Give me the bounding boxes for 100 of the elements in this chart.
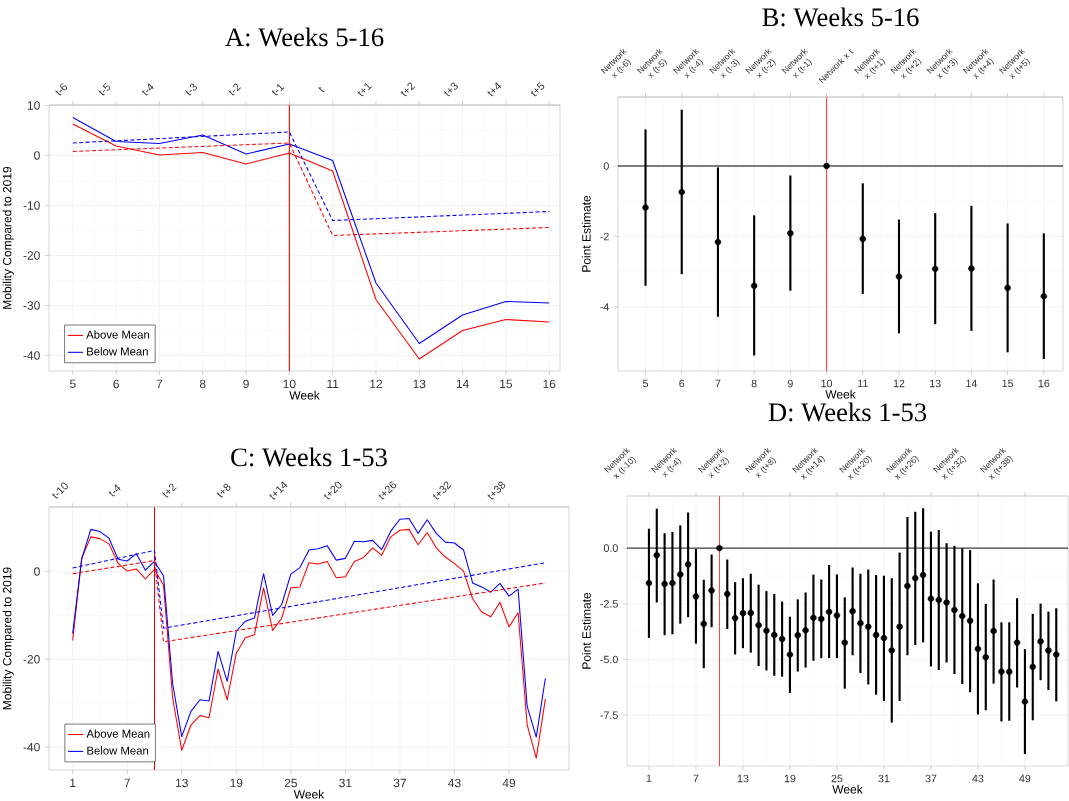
point xyxy=(951,606,958,614)
text: t+1 xyxy=(357,83,372,97)
y-tick-label: -20 xyxy=(23,655,40,664)
x-tick-label: 13 xyxy=(737,774,749,783)
x-tick-label: 6 xyxy=(113,379,119,389)
text: t+3 xyxy=(444,82,458,97)
y-tick-label: -20 xyxy=(23,251,40,260)
point xyxy=(763,627,770,634)
point xyxy=(859,235,866,243)
point xyxy=(857,620,864,627)
x-tick-label: 7 xyxy=(124,778,130,787)
x-tick-label: 15 xyxy=(500,379,513,389)
point xyxy=(841,639,848,646)
point xyxy=(904,582,911,590)
x-tick-label: 14 xyxy=(456,379,469,388)
point xyxy=(771,631,778,639)
point xyxy=(912,574,919,582)
point xyxy=(661,580,668,588)
y-axis-title: Point Estimate xyxy=(581,592,591,669)
x-tick-label: 9 xyxy=(787,379,793,388)
point xyxy=(888,647,895,654)
point xyxy=(747,609,754,617)
x-tick-label: 12 xyxy=(370,379,383,389)
point xyxy=(750,282,758,289)
point xyxy=(787,230,794,237)
text: t+4 xyxy=(487,82,502,97)
x-tick-label: 16 xyxy=(543,379,556,389)
y-axis-title: Mobility Compared to 2019 xyxy=(2,567,14,710)
x-tick-label: 11 xyxy=(858,379,868,388)
point xyxy=(943,599,950,606)
point xyxy=(700,620,707,628)
y-tick-label: -2.5 xyxy=(600,600,618,608)
chart-title: D: Weeks 1-53 xyxy=(768,402,927,422)
text: t+8 xyxy=(216,483,231,498)
point xyxy=(802,627,809,634)
x-tick-label: 13 xyxy=(930,379,941,388)
y-tick-label: 0 xyxy=(34,567,40,576)
x-tick-label: 13 xyxy=(413,379,426,389)
text: t+2 xyxy=(400,82,416,97)
x-axis-title: Week xyxy=(832,784,863,794)
point xyxy=(1006,668,1013,675)
point xyxy=(974,645,982,653)
text: t xyxy=(318,86,325,93)
x-tick-label: 8 xyxy=(199,379,206,389)
point xyxy=(739,609,747,617)
text: t+2 xyxy=(162,483,177,498)
point xyxy=(998,668,1005,675)
point xyxy=(849,607,856,615)
point xyxy=(755,622,762,629)
x-tick-label: 7 xyxy=(715,379,721,388)
point xyxy=(966,617,974,624)
text: t-3 xyxy=(185,83,197,96)
x-tick-label: 37 xyxy=(393,778,406,788)
text: t-10 xyxy=(52,482,68,499)
point xyxy=(927,595,935,602)
point xyxy=(714,238,722,246)
x-tick-label: 43 xyxy=(448,778,461,788)
x-tick-label: 25 xyxy=(284,778,297,788)
point xyxy=(968,265,975,272)
point xyxy=(684,561,692,568)
y-tick-label: 10 xyxy=(27,101,40,110)
point xyxy=(1045,647,1052,654)
x-tick-label: 49 xyxy=(1019,774,1031,783)
point xyxy=(919,571,927,579)
point xyxy=(865,623,872,630)
legend-label: Below Mean xyxy=(87,746,149,755)
legend-label: Below Mean xyxy=(87,347,148,356)
x-tick-label: 31 xyxy=(339,778,352,788)
point xyxy=(678,188,685,196)
x-tick-label: 43 xyxy=(972,774,984,783)
y-axis-title: Point Estimate xyxy=(581,195,591,272)
point xyxy=(1040,293,1048,300)
y-tick-label: 0 xyxy=(603,162,609,170)
point xyxy=(645,579,653,587)
x-tick-label: 19 xyxy=(784,774,796,783)
chart-title: A: Weeks 5-16 xyxy=(225,27,384,47)
point xyxy=(794,632,801,639)
chart-title: C: Weeks 1-53 xyxy=(231,447,387,467)
y-tick-label: -40 xyxy=(23,351,40,360)
point xyxy=(1004,284,1011,292)
y-tick-label: -30 xyxy=(23,301,40,310)
x-tick-label: 6 xyxy=(679,379,685,388)
point xyxy=(823,162,830,170)
point xyxy=(896,623,903,630)
x-tick-label: 37 xyxy=(925,774,937,783)
point xyxy=(708,587,715,594)
point xyxy=(1029,663,1036,671)
y-tick-label: -7.5 xyxy=(600,711,618,719)
text: t-6 xyxy=(55,83,67,96)
x-tick-label: 15 xyxy=(1002,379,1014,388)
x-tick-label: 31 xyxy=(878,774,890,783)
x-tick-label: 19 xyxy=(230,778,243,788)
x-axis-title: Week xyxy=(825,389,856,399)
x-tick-label: 14 xyxy=(966,379,978,388)
y-tick-label: -5.0 xyxy=(600,655,618,664)
point xyxy=(895,273,903,280)
chart-title: B: Weeks 5-16 xyxy=(762,7,919,27)
y-axis-title: Mobility Compared to 2019 xyxy=(2,166,14,309)
x-tick-label: 1 xyxy=(70,778,76,787)
point xyxy=(959,612,966,620)
